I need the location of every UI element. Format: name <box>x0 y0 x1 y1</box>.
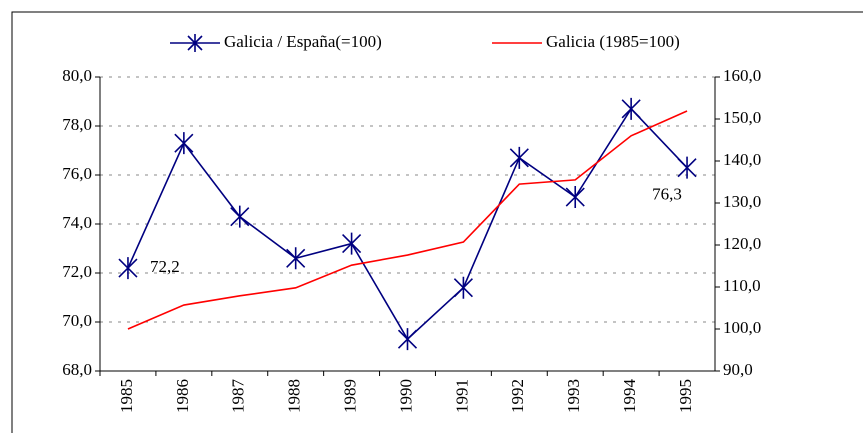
x-tick-label: 1989 <box>340 379 359 413</box>
y-tick-label: 68,0 <box>62 360 92 379</box>
x-tick-label: 1985 <box>117 379 136 413</box>
legend-label: Galicia / España(=100) <box>224 32 382 51</box>
y2-tick-label: 90,0 <box>723 360 753 379</box>
legend-marker <box>187 34 203 52</box>
x-tick-label: 1987 <box>229 379 248 414</box>
x-tick-label: 1994 <box>620 379 639 414</box>
marker <box>453 276 473 299</box>
y-tick-label: 80,0 <box>62 66 92 85</box>
marker <box>677 156 697 179</box>
y2-tick-label: 140,0 <box>723 150 761 169</box>
y-tick-label: 78,0 <box>62 115 92 134</box>
x-tick-label: 1992 <box>508 379 527 413</box>
y2-tick-label: 100,0 <box>723 318 761 337</box>
x-tick-label: 1991 <box>452 379 471 413</box>
x-tick-label: 1988 <box>285 379 304 413</box>
x-tick-label: 1990 <box>396 379 415 413</box>
series-line <box>127 110 688 330</box>
marker <box>565 186 585 209</box>
chart-frame <box>11 11 863 433</box>
y-tick-label: 72,0 <box>62 262 92 281</box>
y2-tick-label: 110,0 <box>723 276 761 295</box>
x-tick-label: 1986 <box>173 379 192 413</box>
marker <box>342 232 362 255</box>
marker <box>286 247 306 270</box>
y-tick-label: 70,0 <box>62 311 92 330</box>
data-label: 72,2 <box>150 257 180 276</box>
y-tick-label: 76,0 <box>62 164 92 183</box>
data-label: 76,3 <box>652 185 682 204</box>
y2-tick-label: 120,0 <box>723 234 761 253</box>
marker <box>118 257 138 280</box>
y2-tick-label: 130,0 <box>723 192 761 211</box>
legend-label: Galicia (1985=100) <box>546 32 680 51</box>
marker <box>230 205 250 228</box>
marker <box>509 146 529 169</box>
y2-tick-label: 150,0 <box>723 108 761 127</box>
x-tick-label: 1993 <box>564 379 583 413</box>
y2-tick-label: 160,0 <box>723 66 761 85</box>
marker <box>621 97 641 120</box>
y-tick-label: 74,0 <box>62 213 92 232</box>
marker <box>174 132 194 155</box>
x-tick-label: 1995 <box>676 379 695 413</box>
marker <box>397 328 418 351</box>
